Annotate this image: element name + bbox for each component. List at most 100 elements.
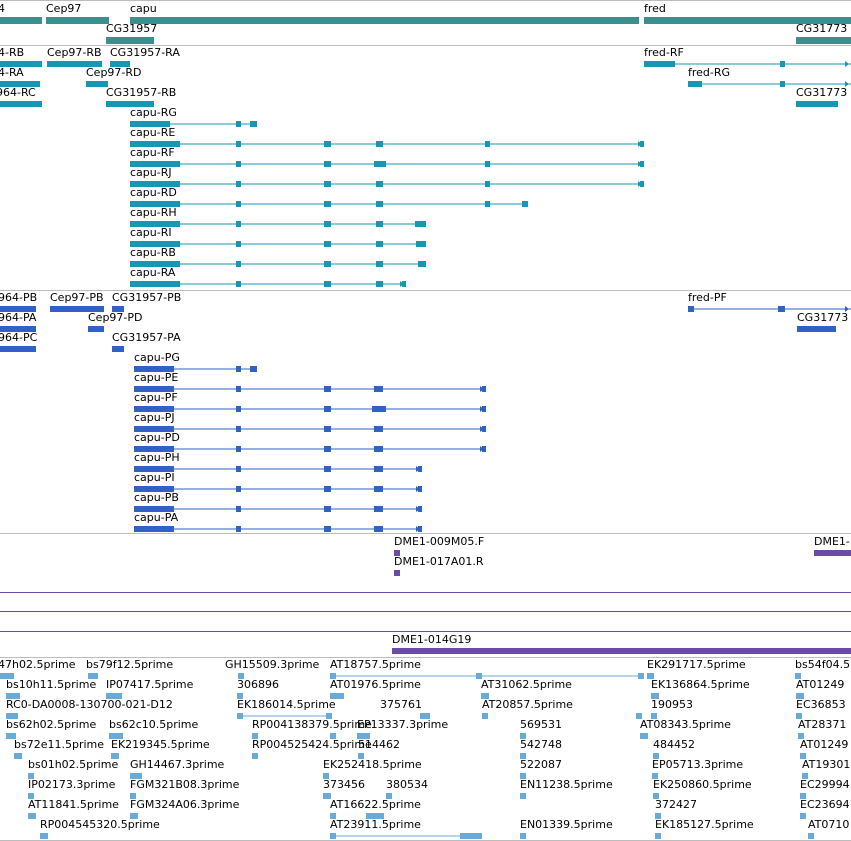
feature-capu-pg[interactable]: capu-PG — [134, 351, 257, 372]
feature-capu-pe[interactable]: capu-PE — [134, 371, 486, 392]
feature-bs62c10-5prime[interactable]: bs62c10.5prime — [109, 718, 199, 739]
feature-ek136864-5prime[interactable]: EK136864.5prime — [651, 678, 750, 699]
feature-fred[interactable]: fred — [644, 2, 851, 24]
feature-at01976-5prime[interactable]: AT01976.5prime — [330, 678, 421, 699]
feature-capu-pd[interactable]: capu-PD — [134, 431, 486, 452]
feature-ec23694[interactable]: EC23694 — [800, 798, 850, 819]
feature-cg31957[interactable]: CG31957 — [106, 22, 157, 44]
feature-cg31773[interactable]: CG31773 — [796, 86, 847, 107]
feature-4[interactable]: 4 — [0, 2, 42, 24]
feature-bs62h02-5prime[interactable]: bs62h02.5prime — [6, 718, 96, 739]
feature-cg31773[interactable]: CG31773 — [797, 311, 848, 332]
feature-capu-ra[interactable]: capu-RA — [130, 266, 406, 287]
feature-capu-pi[interactable]: capu-PI — [134, 471, 422, 492]
feature-4-rb[interactable]: 4-RB — [0, 46, 42, 67]
feature-306896[interactable]: 306896 — [237, 678, 279, 699]
feature-bs54f04-5[interactable]: bs54f04.5 — [795, 658, 850, 679]
feature-fred-rf[interactable]: fred-RF — [644, 46, 851, 67]
feature-964-pb[interactable]: 964-PB — [0, 291, 37, 312]
feature-fred-rg[interactable]: fred-RG — [688, 66, 851, 87]
feature-964-rc[interactable]: 964-RC — [0, 86, 42, 107]
feature-569531[interactable]: 569531 — [520, 718, 562, 739]
feature-484452[interactable]: 484452 — [653, 738, 695, 759]
feature-bs72e11-5prime[interactable]: bs72e11.5prime — [14, 738, 104, 759]
feature-cep97-rb[interactable]: Cep97-RB — [47, 46, 102, 67]
feature-dme1-014g19[interactable]: DME1-014G19 — [392, 633, 851, 654]
feature-at0710[interactable]: AT0710 — [808, 818, 849, 839]
feature-ep13337-3prime[interactable]: EP13337.3prime — [357, 718, 448, 739]
feature-47h02-5prime[interactable]: 47h02.5prime — [0, 658, 76, 679]
feature-capu-pa[interactable]: capu-PA — [134, 511, 422, 532]
feature-ek250860-5prime[interactable]: EK250860.5prime — [653, 778, 752, 799]
feature-capu-ri[interactable]: capu-RI — [130, 226, 426, 247]
feature-fgm324a06-3prime[interactable]: FGM324A06.3prime — [130, 798, 240, 819]
feature-fred-pf[interactable]: fred-PF — [688, 291, 851, 312]
feature-capu-rg[interactable]: capu-RG — [130, 106, 257, 127]
feature-cg31957-pb[interactable]: CG31957-PB — [112, 291, 181, 312]
feature-rp004525424-5prime[interactable]: RP004525424.5prime — [252, 738, 372, 759]
feature-4-ra[interactable]: 4-RA — [0, 66, 40, 87]
feature-dme1-017a01-r[interactable]: DME1-017A01.R — [394, 555, 484, 576]
feature-380534[interactable]: 380534 — [386, 778, 428, 799]
feature-522087[interactable]: 522087 — [520, 758, 562, 779]
feature-at18757-5prime[interactable]: AT18757.5prime — [330, 658, 644, 679]
feature-ep05713-3prime[interactable]: EP05713.3prime — [652, 758, 743, 779]
feature-capu-re[interactable]: capu-RE — [130, 126, 644, 147]
feature-capu-rh[interactable]: capu-RH — [130, 206, 426, 227]
feature-at31062-5prime[interactable]: AT31062.5prime — [481, 678, 572, 699]
feature-at19301[interactable]: AT19301 — [802, 758, 850, 779]
feature-rc0-da0008-130700-021-d12[interactable]: RC0-DA0008-130700-021-D12 — [6, 698, 173, 719]
feature-at01249[interactable]: AT01249 — [796, 678, 844, 699]
feature-dme1[interactable]: DME1- — [814, 535, 851, 556]
feature-ec29994[interactable]: EC29994 — [800, 778, 850, 799]
feature-en11238-5prime[interactable]: EN11238.5prime — [520, 778, 613, 799]
feature-fgm321b08-3prime[interactable]: FGM321B08.3prime — [130, 778, 240, 799]
feature-capu-rf[interactable]: capu-RF — [130, 146, 644, 167]
feature-542748[interactable]: 542748 — [520, 738, 562, 759]
feature-capu-rd[interactable]: capu-RD — [130, 186, 528, 207]
feature-capu-rj[interactable]: capu-RJ — [130, 166, 644, 187]
feature-373456[interactable]: 373456 — [323, 778, 365, 799]
feature-rp004138379-5prime[interactable]: RP004138379.5prime — [252, 718, 372, 739]
feature-capu-rb[interactable]: capu-RB — [130, 246, 426, 267]
feature-at01249[interactable]: AT01249 — [800, 738, 848, 759]
feature-capu-pj[interactable]: capu-PJ — [134, 411, 486, 432]
feature-ek185127-5prime[interactable]: EK185127.5prime — [655, 818, 754, 839]
feature-ip02173-3prime[interactable]: IP02173.3prime — [28, 778, 116, 799]
feature-bs10h11-5prime[interactable]: bs10h11.5prime — [6, 678, 96, 699]
feature-cg31957-pa[interactable]: CG31957-PA — [112, 331, 181, 352]
feature-bs79f12-5prime[interactable]: bs79f12.5prime — [86, 658, 173, 679]
feature-bs01h02-5prime[interactable]: bs01h02.5prime — [28, 758, 118, 779]
feature-gh14467-3prime[interactable]: GH14467.3prime — [130, 758, 225, 779]
feature-372427[interactable]: 372427 — [655, 798, 697, 819]
feature-cg31957-ra[interactable]: CG31957-RA — [110, 46, 180, 67]
feature-at16622-5prime[interactable]: AT16622.5prime — [330, 798, 421, 819]
feature-964-pc[interactable]: 964-PC — [0, 331, 38, 352]
feature-at08343-5prime[interactable]: AT08343.5prime — [640, 718, 731, 739]
feature-at20857-5prime[interactable]: AT20857.5prime — [482, 698, 642, 719]
feature-375761[interactable]: 375761 — [380, 698, 430, 719]
feature-ek291717-5prime[interactable]: EK291717.5prime — [647, 658, 746, 679]
feature-cep97-pd[interactable]: Cep97-PD — [88, 311, 143, 332]
feature-cg31773[interactable]: CG31773 — [796, 22, 851, 44]
feature-capu-ph[interactable]: capu-PH — [134, 451, 422, 472]
feature-cep97-pb[interactable]: Cep97-PB — [50, 291, 104, 312]
feature-rp004545320-5prime[interactable]: RP004545320.5prime — [40, 818, 160, 839]
feature-190953[interactable]: 190953 — [651, 698, 693, 719]
feature-ek219345-5prime[interactable]: EK219345.5prime — [111, 738, 210, 759]
feature-cg31957-rb[interactable]: CG31957-RB — [106, 86, 176, 107]
feature-gh15509-3prime[interactable]: GH15509.3prime — [225, 658, 320, 679]
feature-en01339-5prime[interactable]: EN01339.5prime — [520, 818, 613, 839]
feature-ec36853[interactable]: EC36853 — [796, 698, 846, 719]
feature-964-pa[interactable]: 964-PA — [0, 311, 37, 332]
feature-ip07417-5prime[interactable]: IP07417.5prime — [106, 678, 194, 699]
feature-dme1-009m05-f[interactable]: DME1-009M05.F — [394, 535, 484, 556]
feature-capu-pb[interactable]: capu-PB — [134, 491, 422, 512]
feature-ek252418-5prime[interactable]: EK252418.5prime — [323, 758, 422, 779]
feature-cep97-rd[interactable]: Cep97-RD — [86, 66, 142, 87]
feature-ek186014-5prime[interactable]: EK186014.5prime — [237, 698, 336, 719]
feature-capu[interactable]: capu — [130, 2, 639, 24]
feature-at11841-5prime[interactable]: AT11841.5prime — [28, 798, 119, 819]
feature-at28371[interactable]: AT28371 — [798, 718, 846, 739]
feature-capu-pf[interactable]: capu-PF — [134, 391, 486, 412]
